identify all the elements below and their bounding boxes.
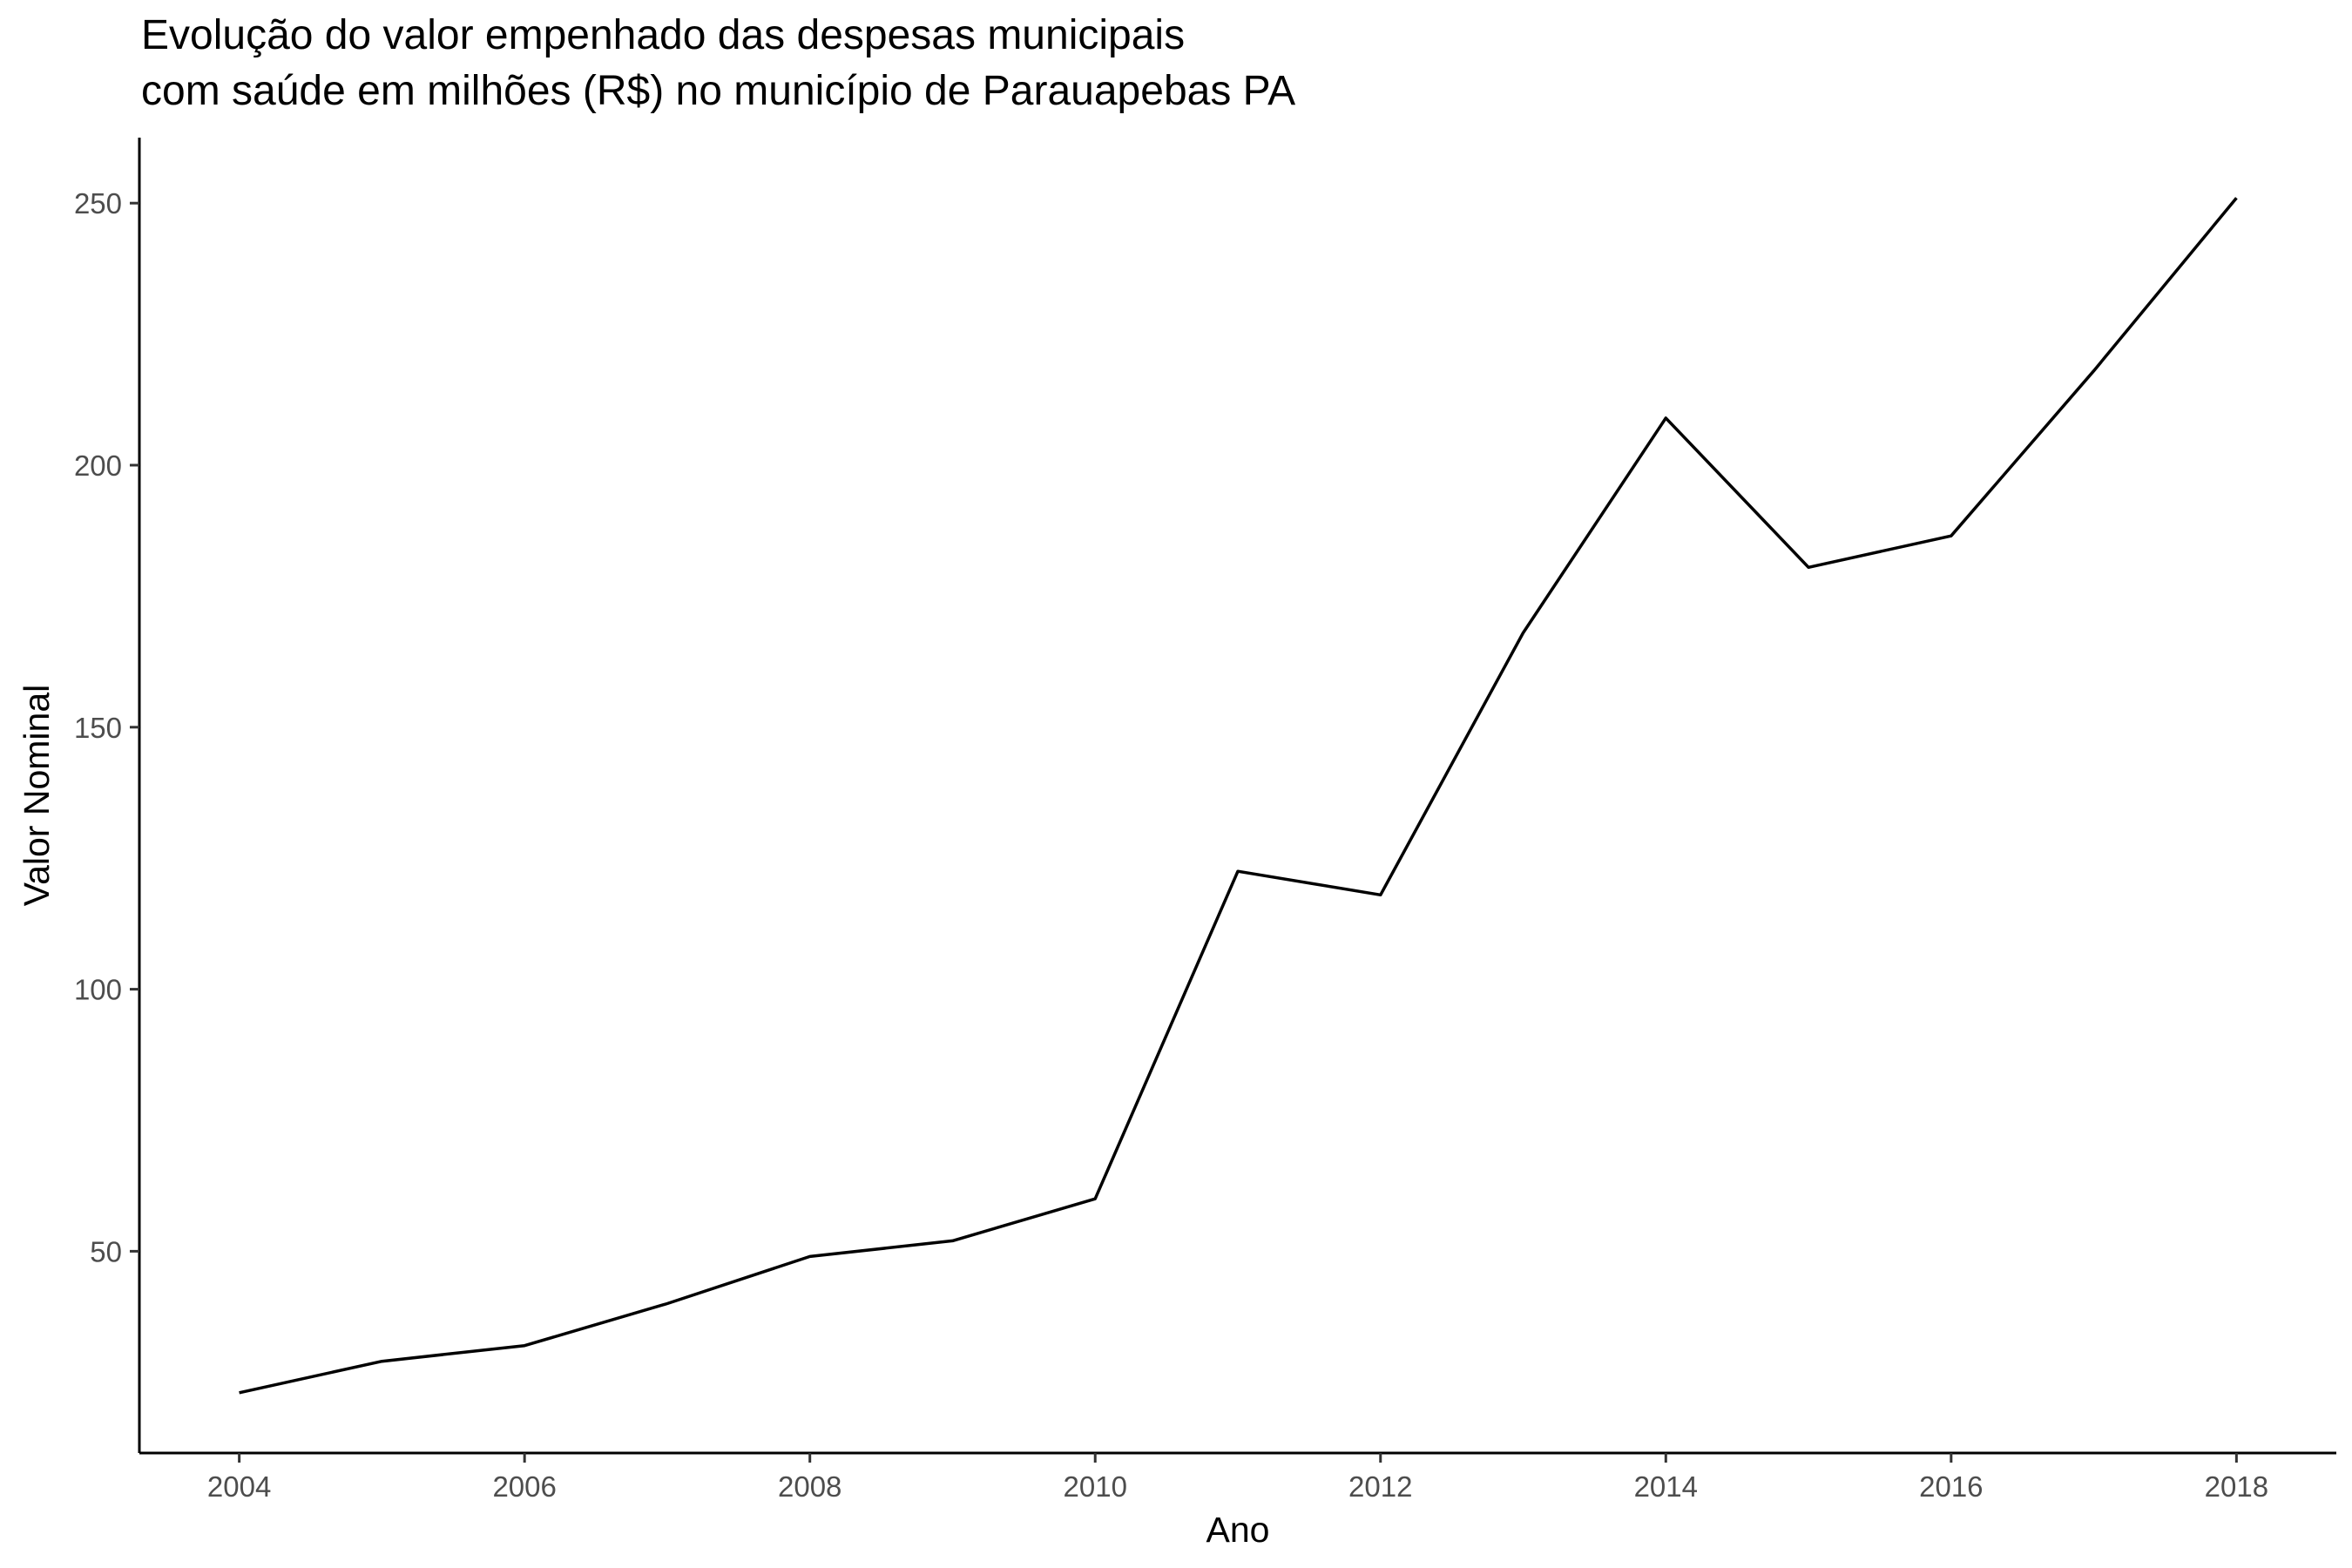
x-tick-label: 2004	[207, 1470, 271, 1503]
x-axis-title: Ano	[1206, 1510, 1270, 1550]
y-tick-label: 200	[74, 449, 122, 482]
x-tick-label: 2018	[2205, 1470, 2268, 1503]
x-tick-label: 2010	[1064, 1470, 1127, 1503]
chart-title-line-2: com saúde em milhões (R$) no município d…	[141, 68, 1295, 114]
y-tick-label: 150	[74, 712, 122, 744]
x-axis-ticks: 2004 2006 2008 2010 2012 2014 2016 2018	[207, 1453, 2268, 1503]
x-tick-label: 2016	[1919, 1470, 1983, 1503]
x-tick-label: 2012	[1348, 1470, 1412, 1503]
y-tick-label: 50	[90, 1235, 122, 1267]
plot-area	[239, 197, 2238, 1395]
y-axis-title: Valor Nominal	[17, 685, 57, 906]
y-tick-label: 250	[74, 187, 122, 220]
y-tick-label: 100	[74, 974, 122, 1006]
x-tick-label: 2008	[778, 1470, 841, 1503]
chart-title-line-1: Evolução do valor empenhado das despesas…	[141, 12, 1185, 58]
series-line	[239, 197, 2238, 1395]
x-tick-label: 2014	[1634, 1470, 1698, 1503]
y-axis-ticks: 50 100 150 200 250	[74, 187, 139, 1267]
x-tick-label: 2006	[492, 1470, 556, 1503]
